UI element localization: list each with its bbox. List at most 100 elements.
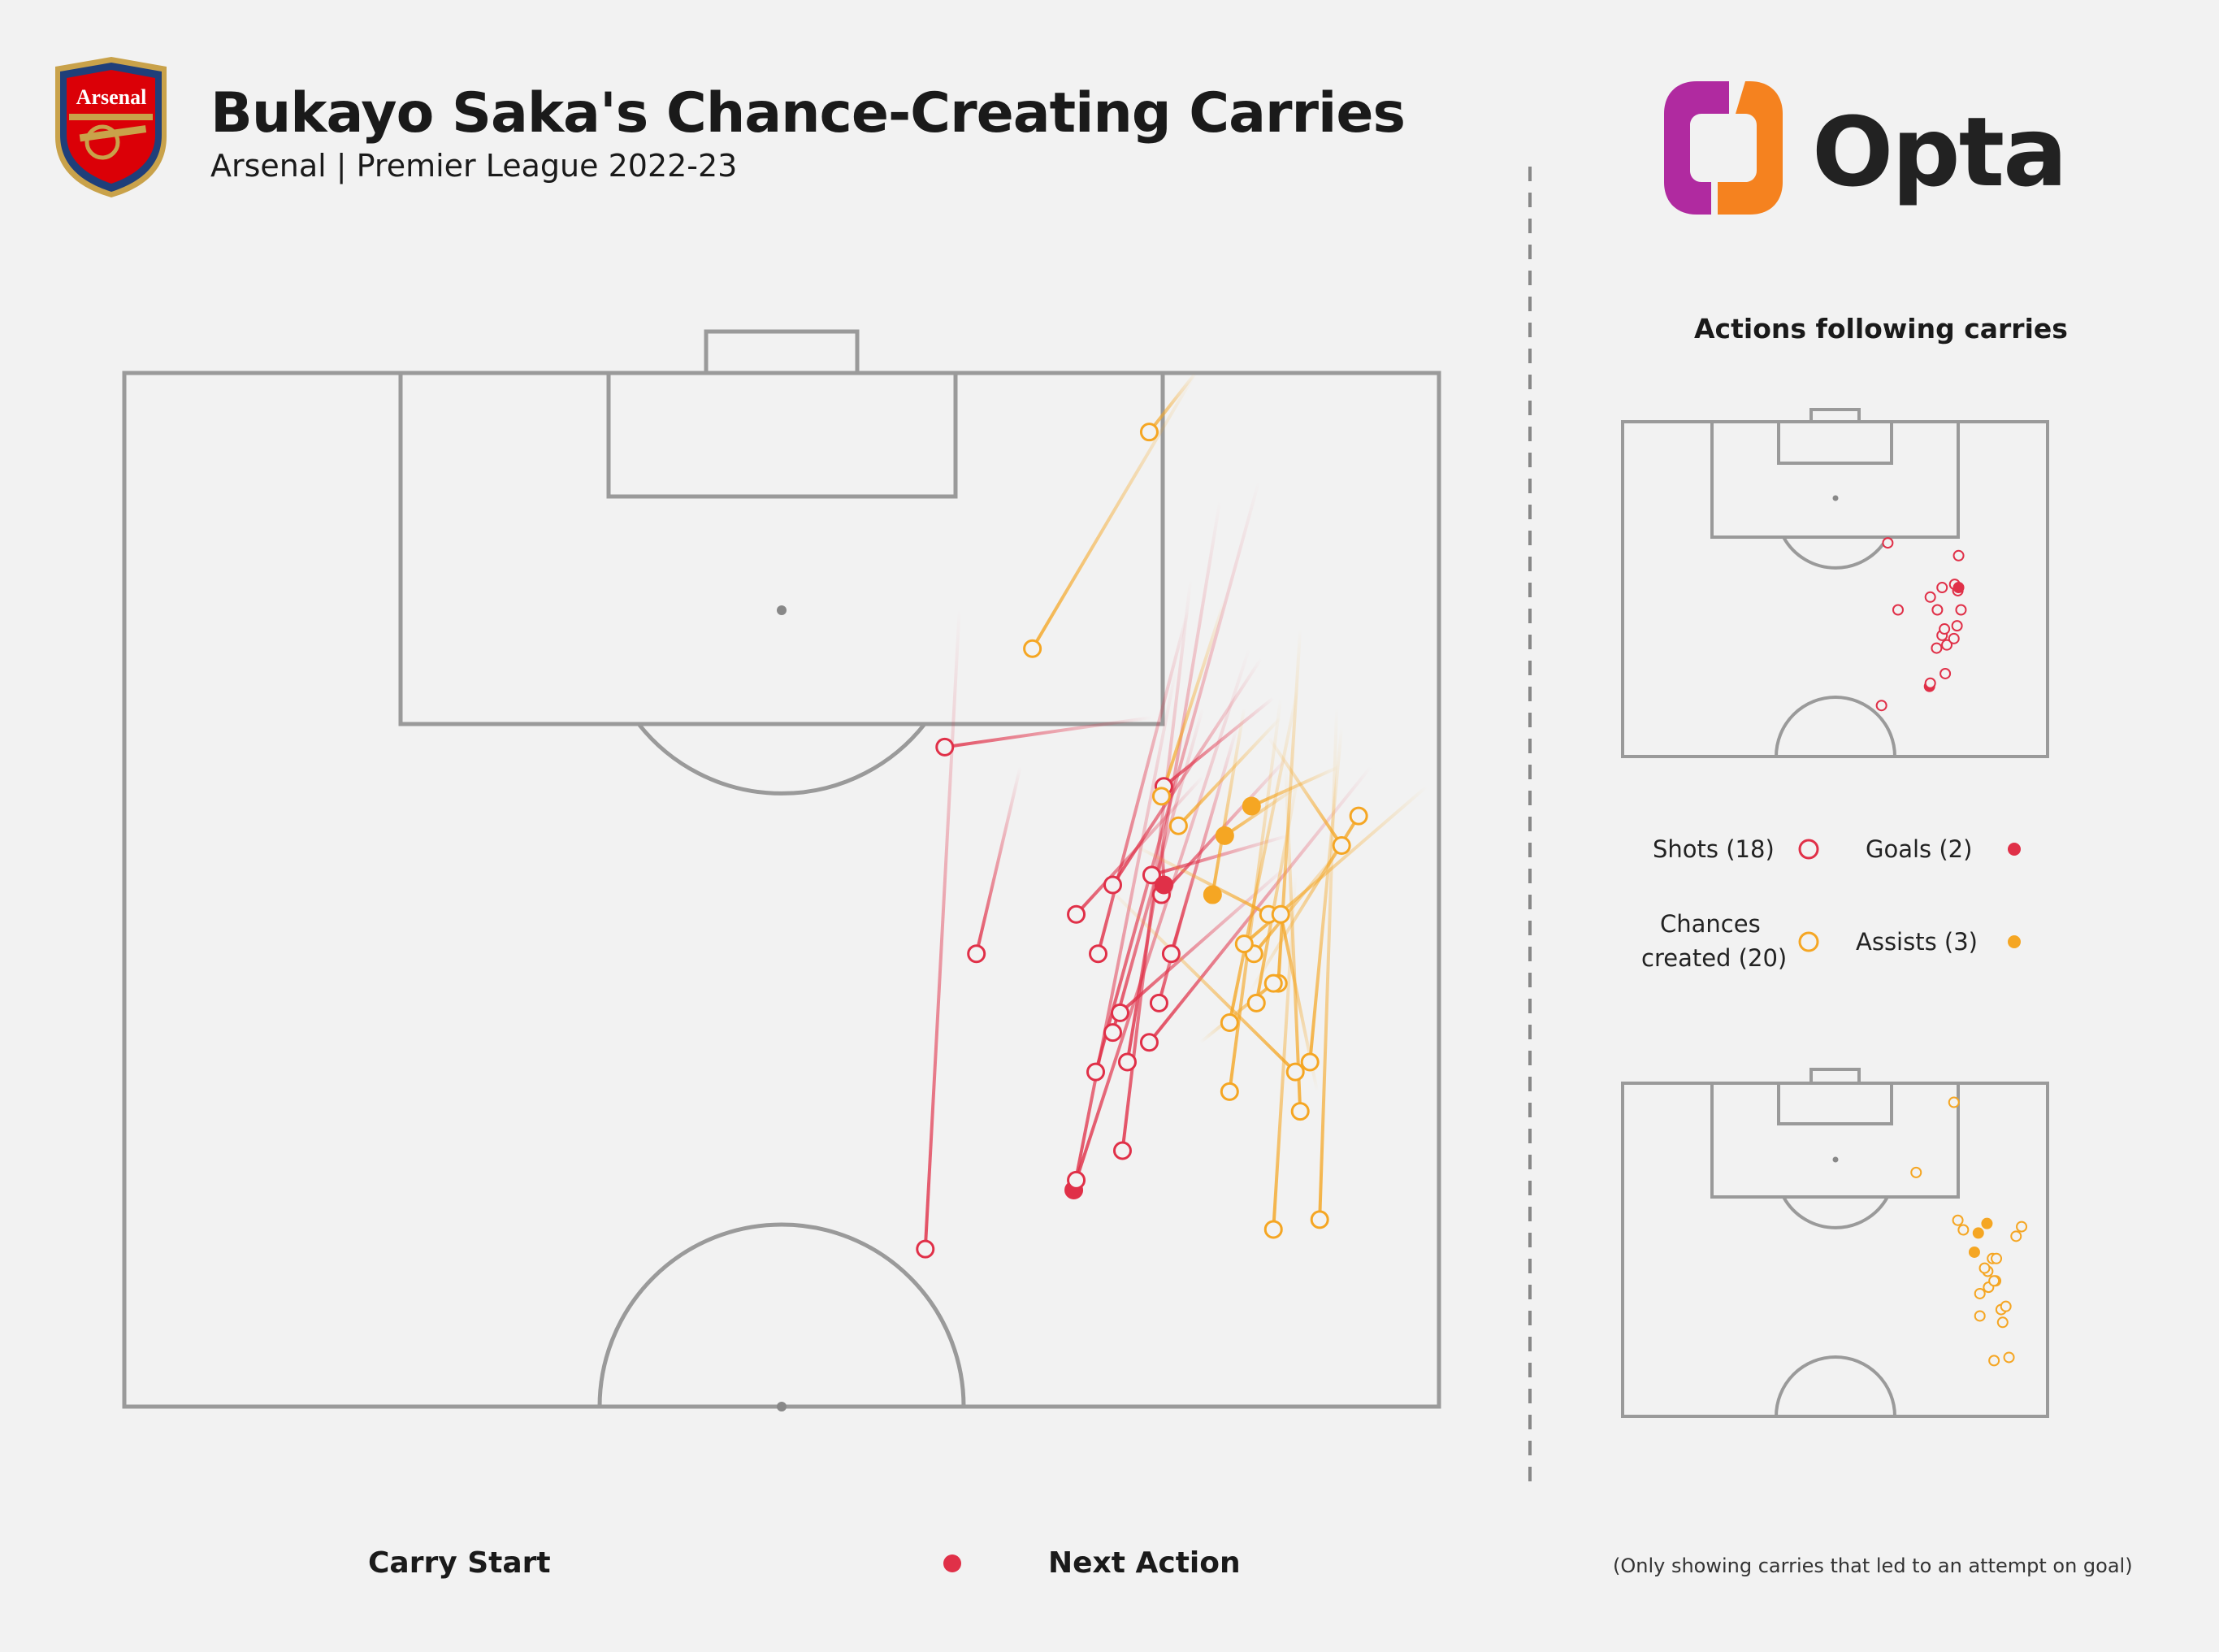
shot-marker <box>967 944 986 964</box>
carry-line <box>923 609 961 1250</box>
shot-marker <box>1103 875 1122 895</box>
chance-marker <box>1168 816 1188 835</box>
penalty-spot <box>777 605 787 615</box>
shot-marker <box>1110 1003 1129 1022</box>
mini-chance-point <box>1957 1224 1970 1236</box>
mini-chance-point <box>1988 1355 2000 1367</box>
carry-line <box>1224 785 1299 838</box>
shot-marker <box>1067 1170 1086 1190</box>
legend-chance-marker <box>1798 931 1819 952</box>
carry-line <box>1211 707 1246 895</box>
mini-shot-point <box>1951 620 1963 632</box>
mini-shot-point <box>1939 667 1952 679</box>
carry-line <box>1267 736 1343 847</box>
shot-marker <box>1067 904 1086 924</box>
legend-assists-label: Assists (3) <box>1856 928 1978 956</box>
carry-line <box>1074 648 1251 1181</box>
chance-marker <box>1151 787 1171 806</box>
chance-marker <box>1349 806 1368 826</box>
chance-marker <box>1285 1062 1305 1082</box>
mini-assist-point <box>1981 1217 1993 1229</box>
mini-shot-point <box>1941 639 1953 651</box>
chance-marker <box>1139 423 1159 442</box>
mini-chance-point <box>1974 1310 1986 1322</box>
shot-marker <box>1139 1033 1159 1052</box>
mini-shot-point <box>1931 642 1943 654</box>
mini-shot-point <box>1939 623 1951 635</box>
mini-pitch-chances <box>1621 1068 2049 1418</box>
mini-shots-points <box>1875 537 1967 712</box>
carry-line <box>1228 687 1300 1023</box>
shot-marker <box>1142 865 1161 885</box>
mini-chance-point <box>2010 1230 2022 1242</box>
chance-marker <box>1220 1082 1239 1101</box>
legend-chances-label-1: Chances <box>1660 910 1761 938</box>
shot-marker <box>1089 944 1108 964</box>
mini-chance-point <box>1948 1096 1960 1108</box>
mini-shot-point <box>1924 677 1936 689</box>
legend-next-action: Next Action <box>1048 1546 1241 1580</box>
carry-line <box>1072 668 1178 1190</box>
arsenal-badge-icon: Arsenal <box>55 57 167 197</box>
carry-line <box>1177 716 1282 827</box>
legend-carry-start: Carry Start <box>368 1546 551 1580</box>
mini-chance-point <box>1974 1287 1986 1299</box>
badge-text: Arsenal <box>76 85 147 109</box>
mini-shots-penalty-spot <box>1832 495 1839 501</box>
chance-marker <box>1263 973 1283 993</box>
chance-marker <box>1263 1220 1283 1239</box>
carry-line <box>1133 843 1270 917</box>
carry-line <box>1159 826 1166 886</box>
mini-assist-point <box>1972 1227 1984 1239</box>
mini-assist-point <box>1968 1246 1980 1258</box>
mini-chance-point <box>1996 1316 2009 1329</box>
page-title: Bukayo Saka's Chance-Creating Carries <box>210 81 1406 145</box>
carry-markers <box>916 423 1368 1259</box>
shot-marker <box>1086 1062 1106 1082</box>
main-pitch <box>122 329 1441 1409</box>
mini-chance-point <box>1991 1252 2003 1264</box>
page-subtitle: Arsenal | Premier League 2022-23 <box>210 148 738 184</box>
legend-goal-marker <box>2008 843 2021 856</box>
mini-shot-point <box>1931 604 1944 616</box>
shot-marker <box>1103 1023 1122 1043</box>
carry-line <box>1308 726 1344 1063</box>
chance-marker <box>1234 934 1254 954</box>
carry-line <box>1199 982 1275 1044</box>
mini-goal-point <box>1952 582 1965 594</box>
mini-chance-point <box>1952 1214 1964 1226</box>
mini-panel-title: Actions following carries <box>1694 313 2068 345</box>
opta-logo-text: Opta <box>1812 96 2068 208</box>
chance-marker <box>1220 1013 1239 1033</box>
carry-line <box>1255 776 1300 1004</box>
carry-line <box>1169 726 1239 955</box>
mini-shot-point <box>1952 549 1965 562</box>
chance-marker <box>1300 1052 1320 1072</box>
carry-line <box>1147 371 1197 433</box>
legend-chances-label-2: created (20) <box>1641 944 1788 972</box>
assist-marker <box>1203 885 1222 904</box>
mini-shot-point <box>1948 632 1960 644</box>
legend-shot-marker <box>1798 839 1819 860</box>
mini-shot-point <box>1936 582 1948 594</box>
mini-shot-point <box>1875 700 1887 712</box>
chance-marker <box>1271 904 1290 924</box>
legend-next-action-marker <box>943 1554 961 1572</box>
chance-marker <box>1332 835 1351 855</box>
chance-marker <box>1023 639 1042 658</box>
shot-marker <box>1112 1141 1132 1160</box>
mini-shot-point <box>1882 537 1894 549</box>
carry-line <box>1125 501 1222 1063</box>
goal-marker <box>1154 875 1173 895</box>
mini-shot-point <box>1955 604 1967 616</box>
chance-marker <box>1246 993 1266 1012</box>
carry-line <box>1119 864 1289 1014</box>
mini-chances-points <box>1910 1096 2028 1367</box>
mini-chance-point <box>2000 1300 2012 1312</box>
carry-line <box>944 716 1152 749</box>
mini-shot-point <box>1892 604 1904 616</box>
carry-line <box>1030 371 1198 650</box>
carry-lines <box>923 371 1428 1250</box>
carry-line <box>1159 599 1227 797</box>
